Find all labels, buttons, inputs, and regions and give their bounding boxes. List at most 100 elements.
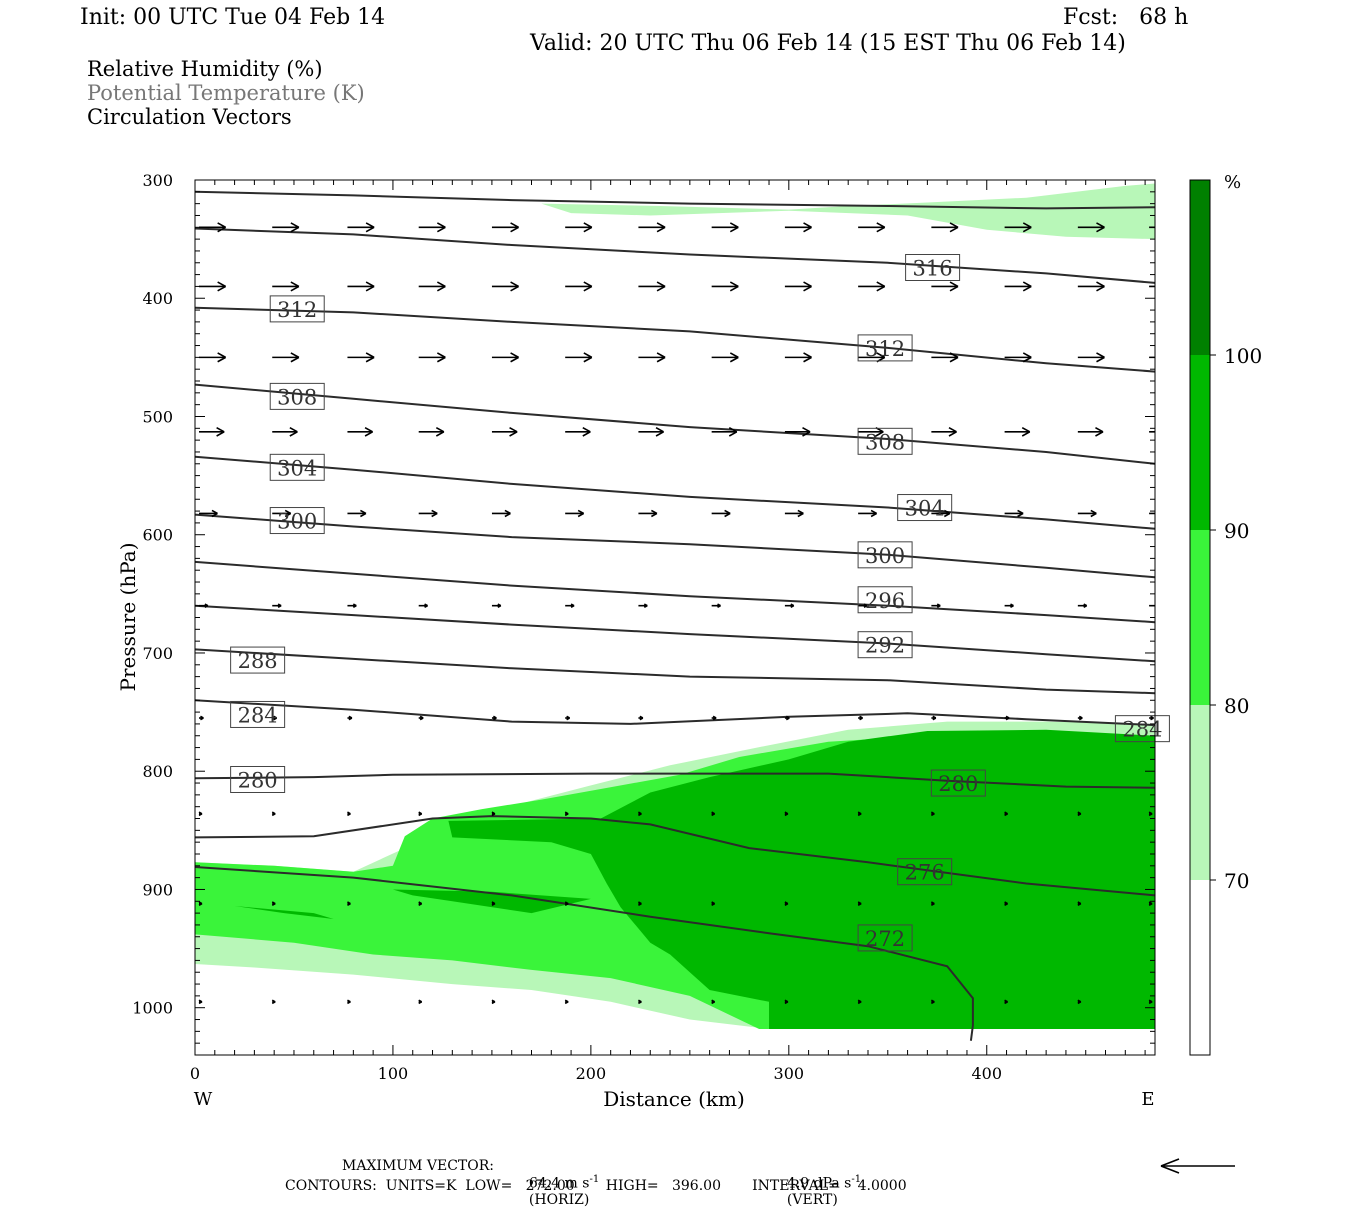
y-tick-label: 400 bbox=[142, 289, 173, 308]
isentrope-label-text: 272 bbox=[865, 927, 905, 951]
colorbar-level-label: 70 bbox=[1224, 869, 1249, 893]
vector-arrow bbox=[272, 352, 300, 363]
vector-arrow bbox=[418, 281, 446, 292]
vector-arrow bbox=[784, 811, 789, 817]
vector-arrow bbox=[784, 352, 812, 363]
vector-arrow bbox=[199, 281, 227, 292]
vector-arrow bbox=[198, 811, 203, 817]
isentrope-label-text: 312 bbox=[865, 337, 905, 361]
vector-arrow bbox=[784, 509, 804, 518]
vector-arrow bbox=[931, 281, 959, 292]
vector-arrow bbox=[272, 281, 300, 292]
vector-arrow bbox=[418, 603, 428, 609]
isentrope-label-text: 300 bbox=[277, 510, 317, 534]
forecast-hour: Fcst: 68 h bbox=[1063, 5, 1189, 30]
vector-arrow bbox=[1148, 901, 1153, 906]
rh-region-90-100-3 bbox=[448, 729, 1155, 1029]
vector-arrow bbox=[347, 811, 351, 817]
isentrope-label: 304 bbox=[897, 494, 953, 522]
vector-arrow bbox=[491, 222, 519, 233]
vector-arrow bbox=[1149, 715, 1154, 721]
isentrope-label: 304 bbox=[269, 453, 325, 481]
isentrope-label-text: 276 bbox=[905, 861, 945, 885]
vector-arrow bbox=[418, 715, 424, 721]
vector-arrow bbox=[272, 509, 292, 518]
vector-arrow bbox=[565, 509, 585, 518]
vector-arrow bbox=[711, 901, 716, 906]
isentrope-280-2 bbox=[195, 772, 1155, 789]
vector-arrow bbox=[198, 901, 203, 906]
vector-arrow bbox=[1004, 222, 1032, 233]
vector-arrow bbox=[1077, 281, 1105, 292]
y-tick-label: 700 bbox=[142, 644, 173, 663]
vector-arrow bbox=[931, 222, 959, 233]
vector-arrow bbox=[564, 999, 569, 1005]
vector-arrow bbox=[347, 509, 367, 518]
axes: 300 400 500 600 700 800 900 1000 0 100 200 300 400 bbox=[132, 171, 1155, 1083]
vector-arrow bbox=[784, 901, 789, 906]
vector-arrow bbox=[858, 222, 886, 233]
vector-arrow bbox=[1149, 512, 1155, 515]
vector-arrow bbox=[199, 427, 225, 437]
vector-arrow bbox=[638, 222, 666, 233]
vector-arrow bbox=[711, 603, 721, 609]
vector-arrow bbox=[638, 603, 648, 609]
vector-arrow bbox=[347, 427, 373, 437]
vector-arrow bbox=[491, 999, 496, 1005]
colorbar-level-label: 100 bbox=[1224, 344, 1262, 368]
isentrope-284-3 bbox=[195, 699, 1155, 727]
vector-arrow bbox=[565, 603, 575, 609]
vector-arrow bbox=[1004, 811, 1008, 817]
vector-arrow bbox=[1004, 999, 1008, 1005]
vector-arrow bbox=[491, 715, 497, 721]
vector-arrow bbox=[491, 509, 511, 518]
x-tick-label: 100 bbox=[378, 1064, 409, 1083]
vector-arrow bbox=[858, 281, 886, 292]
isentrope-labels: 3163123123083083043043003002962922882842… bbox=[230, 254, 1170, 952]
init-time: Init: 00 UTC Tue 04 Feb 14 bbox=[80, 5, 386, 30]
vector-arrow bbox=[418, 222, 446, 233]
field-theta-label: Potential Temperature (K) bbox=[87, 81, 365, 105]
vector-arrow bbox=[1077, 603, 1088, 609]
vector-arrow bbox=[711, 281, 739, 292]
vector-arrow bbox=[272, 603, 282, 609]
y-axis-label: Pressure (hPa) bbox=[116, 543, 140, 692]
vector-arrow bbox=[199, 222, 227, 233]
vector-arrow bbox=[1077, 901, 1082, 906]
vector-arrow bbox=[858, 603, 868, 609]
vector-arrow bbox=[638, 811, 642, 817]
vector-arrow bbox=[271, 999, 276, 1005]
colorbar-unit: % bbox=[1224, 172, 1241, 193]
isentrope-label-text: 312 bbox=[277, 298, 317, 322]
isentrope-292-5 bbox=[195, 604, 1155, 663]
isentrope-label: 280 bbox=[230, 765, 286, 793]
y-tick-label: 600 bbox=[142, 526, 173, 545]
vector-arrow bbox=[1004, 281, 1032, 292]
circulation-vectors bbox=[198, 222, 1155, 1005]
isentrope-label: 284 bbox=[230, 700, 286, 728]
vector-arrow bbox=[271, 901, 276, 906]
vector-arrow bbox=[784, 715, 790, 721]
vector-arrow bbox=[418, 352, 446, 363]
vector-arrow bbox=[638, 427, 664, 437]
y-tick-label: 900 bbox=[142, 880, 173, 899]
vector-arrow bbox=[491, 603, 502, 609]
x-tick-label: 400 bbox=[971, 1064, 1002, 1083]
isentrope-label: 272 bbox=[857, 924, 913, 952]
vector-arrow bbox=[564, 811, 569, 817]
vector-arrow bbox=[272, 715, 278, 721]
isentrope-308-9 bbox=[195, 383, 1155, 465]
isentrope-label-text: 316 bbox=[913, 257, 953, 281]
vector-arrow bbox=[638, 281, 666, 292]
vector-arrow bbox=[347, 352, 375, 363]
colorbar-level-label: 90 bbox=[1224, 519, 1249, 543]
vector-arrow bbox=[1004, 603, 1014, 609]
colorbar-band bbox=[1190, 705, 1210, 880]
isentrope-label: 296 bbox=[857, 586, 913, 614]
vector-arrow bbox=[199, 352, 227, 363]
vector-arrow bbox=[418, 427, 445, 437]
vector-arrow bbox=[784, 999, 789, 1005]
isentrope-label-text: 292 bbox=[865, 634, 905, 658]
isentrope-304-8 bbox=[195, 455, 1155, 530]
vector-arrow bbox=[347, 715, 353, 721]
